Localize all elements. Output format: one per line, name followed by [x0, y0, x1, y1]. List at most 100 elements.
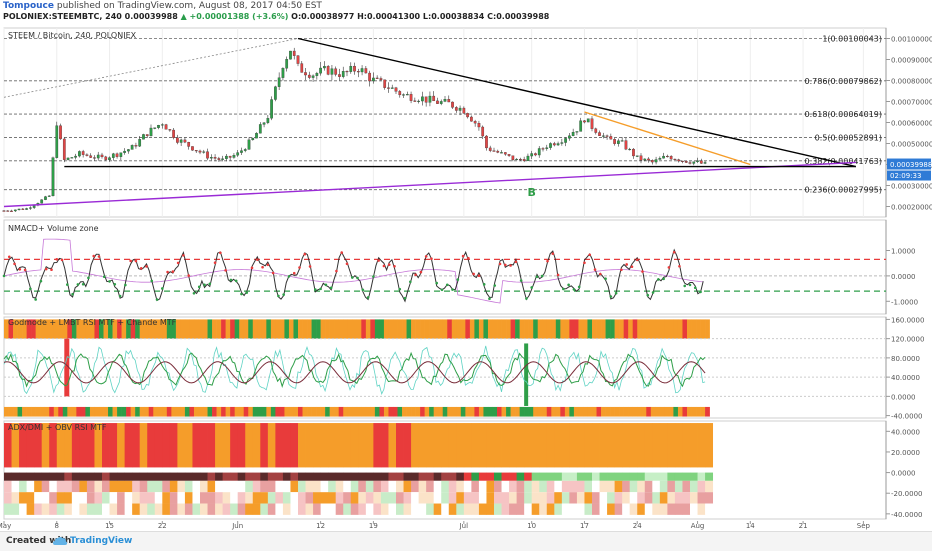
nmacd-pane[interactable]: 1.0000 0.0000 -1.0000 [2, 219, 918, 315]
godmode-heat-cell [31, 319, 36, 339]
adx-obv-cell [561, 503, 570, 515]
adx-trend-cell [554, 472, 563, 481]
godmode-heat-cell [374, 406, 380, 417]
adx-obv-cell [154, 492, 163, 504]
godmode-heat-cell [686, 319, 692, 339]
godmode-heat-cell [659, 319, 665, 339]
nmacd-dot [625, 263, 628, 266]
adx-pane[interactable]: 40.0000 20.0000 0.0000 -20.0000 -40.0000 [3, 420, 922, 520]
adx-heat-cell [109, 423, 118, 468]
godmode-heat-cell [686, 406, 692, 417]
godmode-heat-cell [510, 406, 516, 417]
adx-obv-cell [86, 480, 95, 493]
godmode-heat-cell [270, 319, 276, 339]
nmacd-oscillator-line [3, 248, 704, 303]
adx-obv-cell [524, 503, 533, 515]
candle-body [55, 125, 59, 158]
candle-body [356, 71, 360, 73]
godmode-heat-cell [705, 319, 710, 339]
candle-body [315, 73, 319, 76]
adx-obv-cell [509, 492, 518, 504]
adx-obv-cell [109, 503, 118, 515]
godmode-heat-cell [578, 406, 584, 417]
trendline-short-resistance[interactable] [584, 111, 751, 166]
adx-obv-cell [584, 492, 593, 504]
x-tick-label: 17 [580, 522, 589, 530]
godmode-heat-cell [352, 319, 358, 339]
godmode-heat-cell [157, 406, 163, 417]
main-tick-label: 0.00080000 [891, 78, 932, 86]
adx-heat-cell [94, 423, 103, 468]
godmode-heat-cell [89, 319, 95, 339]
adx-obv-cell [471, 480, 480, 493]
adx-obv-cell [637, 492, 646, 504]
godmode-heat-cell [130, 319, 136, 339]
adx-trend-cell [86, 472, 95, 481]
adx-obv-cell [486, 492, 495, 504]
adx-trend-cell [124, 472, 133, 481]
nmacd-dot [435, 281, 439, 285]
adx-obv-cell [335, 503, 344, 515]
candle-body [632, 148, 635, 157]
adx-obv-cell [177, 480, 186, 493]
candle-body [311, 75, 315, 78]
godmode-heat-cell [31, 406, 36, 417]
godmode-pane[interactable]: 160.0000 120.0000 80.0000 40.0000 0.0000 -40.… [3, 316, 924, 421]
godmode-heat-cell [239, 406, 245, 417]
godmode-heat-cell [216, 406, 222, 417]
adx-trend-cell [275, 472, 284, 481]
candle-body [666, 155, 669, 158]
trendline-ascending-support[interactable] [3, 161, 856, 208]
candle-body [353, 65, 356, 72]
nmacd-dot [678, 264, 681, 268]
nmacd-dot [282, 293, 285, 296]
tradingview-brand-link[interactable]: TradingView [70, 536, 133, 546]
adx-obv-cell [109, 492, 118, 504]
adx-obv-cell [426, 480, 435, 493]
nmacd-dot [192, 292, 196, 295]
candle-body [153, 127, 157, 129]
nmacd-tick-label: 1.0000 [891, 247, 916, 255]
adx-heat-cell [260, 423, 269, 468]
godmode-heat-cell [130, 406, 136, 417]
adx-obv-cell [448, 492, 457, 504]
candle-body [6, 210, 10, 212]
ohlc-high: H:0.00041300 [357, 12, 421, 21]
godmode-heat-cell [80, 406, 86, 417]
adx-obv-cell [509, 480, 518, 493]
adx-heat-cell [667, 423, 676, 468]
godmode-heat-cell [397, 319, 403, 339]
candle-body [654, 159, 658, 163]
godmode-heat-cell [121, 319, 127, 339]
nmacd-dot [55, 258, 59, 261]
adx-trend-cell [184, 472, 193, 481]
main-price-pane[interactable]: 1(0.00100043) 0.786(0.00079862) 0.618(0.00… [2, 27, 932, 218]
adx-obv-cell [230, 480, 239, 493]
adx-heat-cell [561, 423, 570, 468]
godmode-heat-cell [80, 319, 86, 339]
adx-trend-cell [64, 472, 73, 481]
main-tick-label: 0.00090000 [891, 57, 932, 65]
adx-obv-cell [471, 492, 480, 504]
godmode-heat-cell [515, 319, 520, 339]
adx-heat-cell [124, 423, 133, 468]
adx-obv-cell [365, 480, 374, 493]
nmacd-dot [166, 270, 169, 274]
adx-obv-cell [561, 480, 570, 493]
adx-heat-cell [463, 423, 472, 468]
adx-obv-cell [433, 503, 442, 515]
godmode-heat-cell [564, 406, 570, 417]
adx-trend-cell [441, 472, 450, 481]
trendline-descending-resistance[interactable] [297, 37, 857, 168]
trendline-ath-dotted[interactable] [3, 38, 299, 98]
adx-obv-cell [637, 503, 646, 515]
chart-area[interactable]: 1(0.00100043) 0.786(0.00079862) 0.618(0.00… [0, 24, 932, 531]
nmacd-dot [451, 288, 454, 291]
adx-obv-cell [607, 503, 616, 515]
nmacd-dot [630, 265, 634, 268]
candle-body [669, 156, 673, 160]
author-link[interactable]: Tompouce [3, 1, 54, 11]
godmode-heat-cell [433, 406, 439, 417]
godmode-heat-cell [22, 319, 27, 339]
adx-trend-cell [71, 472, 80, 481]
